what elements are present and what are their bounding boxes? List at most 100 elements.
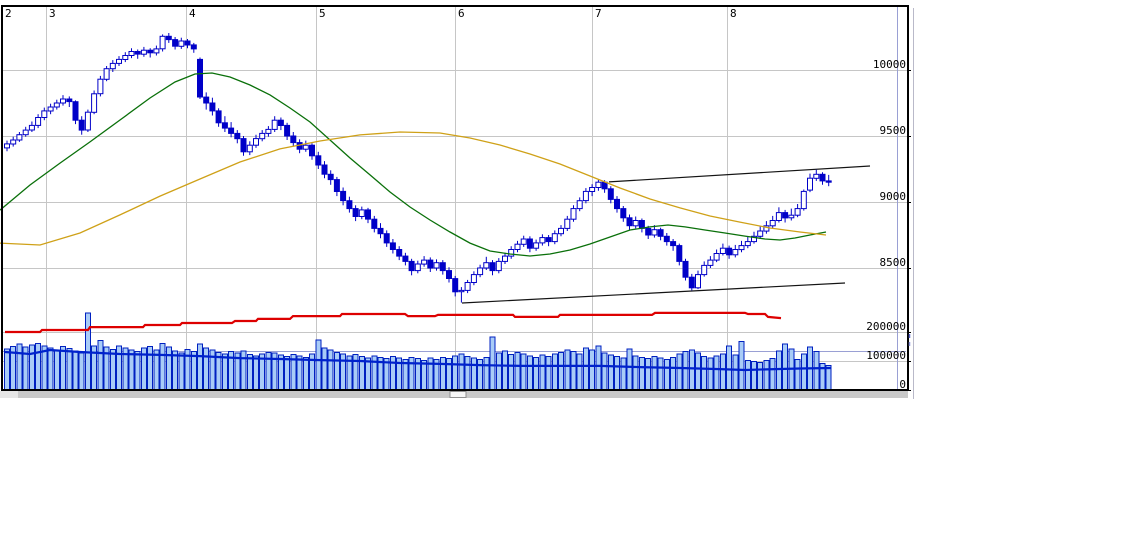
candle <box>421 259 428 265</box>
candle <box>738 245 745 251</box>
volume-bar <box>246 354 253 391</box>
red-indicator-line <box>5 311 782 334</box>
candle <box>508 249 515 257</box>
candle <box>352 208 359 218</box>
volume-bar <box>221 353 228 391</box>
volume-bar <box>203 347 210 391</box>
candle <box>483 262 490 269</box>
x-axis-label: 4 <box>189 7 196 20</box>
volume-bar <box>614 356 620 391</box>
candle <box>271 119 278 130</box>
candle <box>78 119 85 131</box>
volume-bar <box>744 359 751 391</box>
candle <box>140 49 147 55</box>
x-axis-label: 5 <box>319 7 326 20</box>
volume-bar <box>558 351 564 391</box>
volume-bar <box>520 353 527 391</box>
candle <box>707 259 714 266</box>
volume-bar <box>128 349 135 391</box>
candle <box>333 179 340 193</box>
volume-bar <box>147 346 154 391</box>
trendline <box>608 165 871 183</box>
candle <box>134 51 141 55</box>
volume-bar <box>545 356 552 391</box>
scrollbar[interactable] <box>0 391 908 398</box>
volume-bar <box>601 352 608 391</box>
scrollbar-left-cap[interactable] <box>0 391 18 398</box>
volume-bar <box>153 349 160 391</box>
candle <box>215 110 222 124</box>
candle <box>819 173 826 182</box>
candle <box>558 227 564 235</box>
volume-bar <box>570 351 577 391</box>
candle <box>495 260 502 272</box>
candle <box>321 164 328 175</box>
candle <box>234 132 241 140</box>
candle <box>109 62 116 70</box>
candle <box>253 138 259 146</box>
candle <box>290 135 297 144</box>
candle <box>551 233 558 243</box>
volume-bar <box>470 357 477 391</box>
candle <box>259 132 266 140</box>
candle <box>682 260 689 278</box>
volume-bar <box>35 343 42 391</box>
volume-bar <box>190 351 197 391</box>
candles-layer <box>4 33 832 303</box>
volume-bar <box>551 353 558 391</box>
volume-bar <box>645 358 652 391</box>
candle <box>53 102 60 108</box>
volume-bar <box>134 351 141 391</box>
candle <box>209 102 216 112</box>
candle <box>607 188 614 200</box>
candle <box>159 35 166 50</box>
candle <box>614 198 620 210</box>
candle <box>47 106 54 112</box>
volume-bar <box>340 353 347 391</box>
candle <box>10 139 17 145</box>
candle <box>165 35 172 41</box>
volume-bar <box>595 345 602 391</box>
short-ma-line <box>0 72 827 257</box>
volume-bar <box>296 355 303 391</box>
volume-bar <box>514 351 521 391</box>
candle <box>458 289 465 293</box>
candle <box>695 274 701 289</box>
candle <box>35 117 42 126</box>
volume-bar <box>277 354 284 391</box>
volume-bar <box>751 361 757 391</box>
candle <box>751 235 757 243</box>
volume-bars-layer <box>4 312 832 391</box>
candle <box>701 264 708 276</box>
volume-bar <box>539 354 546 391</box>
candle <box>807 177 813 191</box>
candle <box>327 173 334 181</box>
candle <box>732 249 739 256</box>
candle <box>713 253 720 261</box>
volume-bar <box>16 343 23 391</box>
volume-bar <box>502 350 508 391</box>
crosshair-layer <box>3 7 906 389</box>
candle <box>4 143 10 149</box>
candle <box>28 124 35 131</box>
y-axis-labels: 10000 9500 9000 8500 200000 100000 0 <box>866 58 911 391</box>
volume-bar <box>97 340 104 391</box>
candle <box>446 270 452 280</box>
price-axis-label: 0 <box>899 378 906 391</box>
candle <box>172 39 179 47</box>
scrollbar-thumb[interactable] <box>449 391 467 398</box>
candle <box>203 96 210 104</box>
volume-bar <box>116 345 122 391</box>
candle <box>60 98 66 104</box>
candle <box>197 58 203 98</box>
volume-bar <box>109 348 116 391</box>
candle <box>688 276 695 289</box>
candle <box>358 209 365 217</box>
volume-bar <box>657 357 664 391</box>
volume-bar <box>333 351 340 391</box>
trendlines-layer <box>461 165 871 304</box>
volume-bar <box>533 357 540 391</box>
price-axis-label: 8500 <box>880 256 907 269</box>
volume-bar <box>701 356 708 391</box>
